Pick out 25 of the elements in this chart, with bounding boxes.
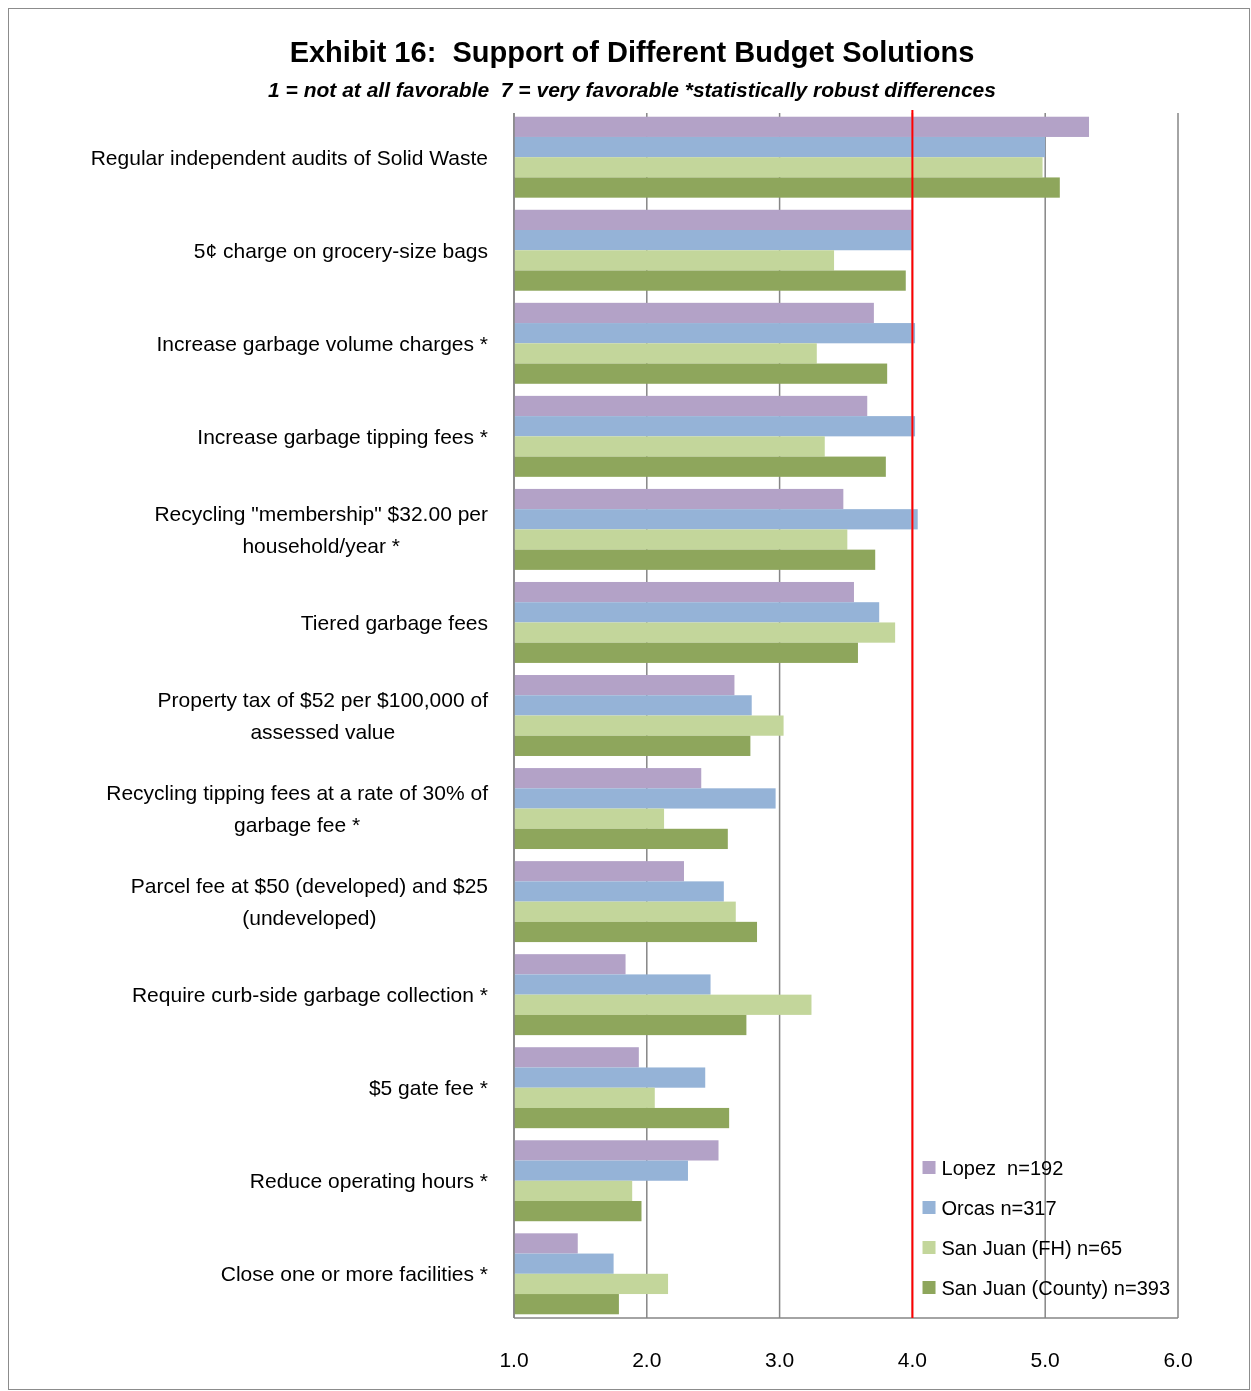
y-tick-label: $5 gate fee * — [368, 1076, 489, 1100]
y-tick-label: 5¢ charge on grocery-size bags — [193, 238, 488, 262]
x-tick-label: 3.0 — [765, 1348, 795, 1372]
y-tick-label: Require curb-side garbage collection * — [131, 983, 489, 1006]
y-tick-label: Close one or more facilities * — [220, 1262, 488, 1286]
chart-title: Exhibit 16: Support of Different Budget Solutions — [289, 36, 975, 68]
legend-label: San Juan (County) n=393 — [941, 1277, 1171, 1299]
y-tick-label: Property tax of $52 per $100,000 of assessed value — [157, 687, 489, 743]
y-tick-label: Recycling tipping fees at a rate of 30% of garbage fee * — [106, 780, 489, 836]
chart-subtitle: 1 = not at all favorable 7 = very favorable *statistically robust differences — [268, 78, 996, 101]
y-tick-label: Increase garbage tipping fees * — [197, 424, 488, 448]
y-tick-label: Recycling "membership" $32.00 per household/year * — [154, 501, 488, 557]
x-tick-label: 6.0 — [1163, 1348, 1193, 1372]
legend-label: San Juan (FH) n=65 — [941, 1237, 1123, 1259]
y-tick-label: Increase garbage volume charges * — [156, 331, 488, 355]
x-tick-label: 4.0 — [897, 1348, 927, 1372]
legend-label: Orcas n=317 — [941, 1197, 1057, 1219]
x-tick-label: 5.0 — [1030, 1348, 1060, 1372]
y-tick-label: Tiered garbage fees — [300, 610, 489, 634]
y-tick-label: Parcel fee at $50 (developed) and $25 (undeveloped) — [130, 873, 488, 929]
legend-label: Lopez n=192 — [941, 1157, 1064, 1179]
y-tick-label: Reduce operating hours * — [249, 1169, 489, 1193]
x-tick-label: 2.0 — [632, 1348, 662, 1372]
y-tick-label: Regular independent audits of Solid Waste — [90, 145, 488, 169]
x-tick-label: 1.0 — [499, 1348, 529, 1372]
